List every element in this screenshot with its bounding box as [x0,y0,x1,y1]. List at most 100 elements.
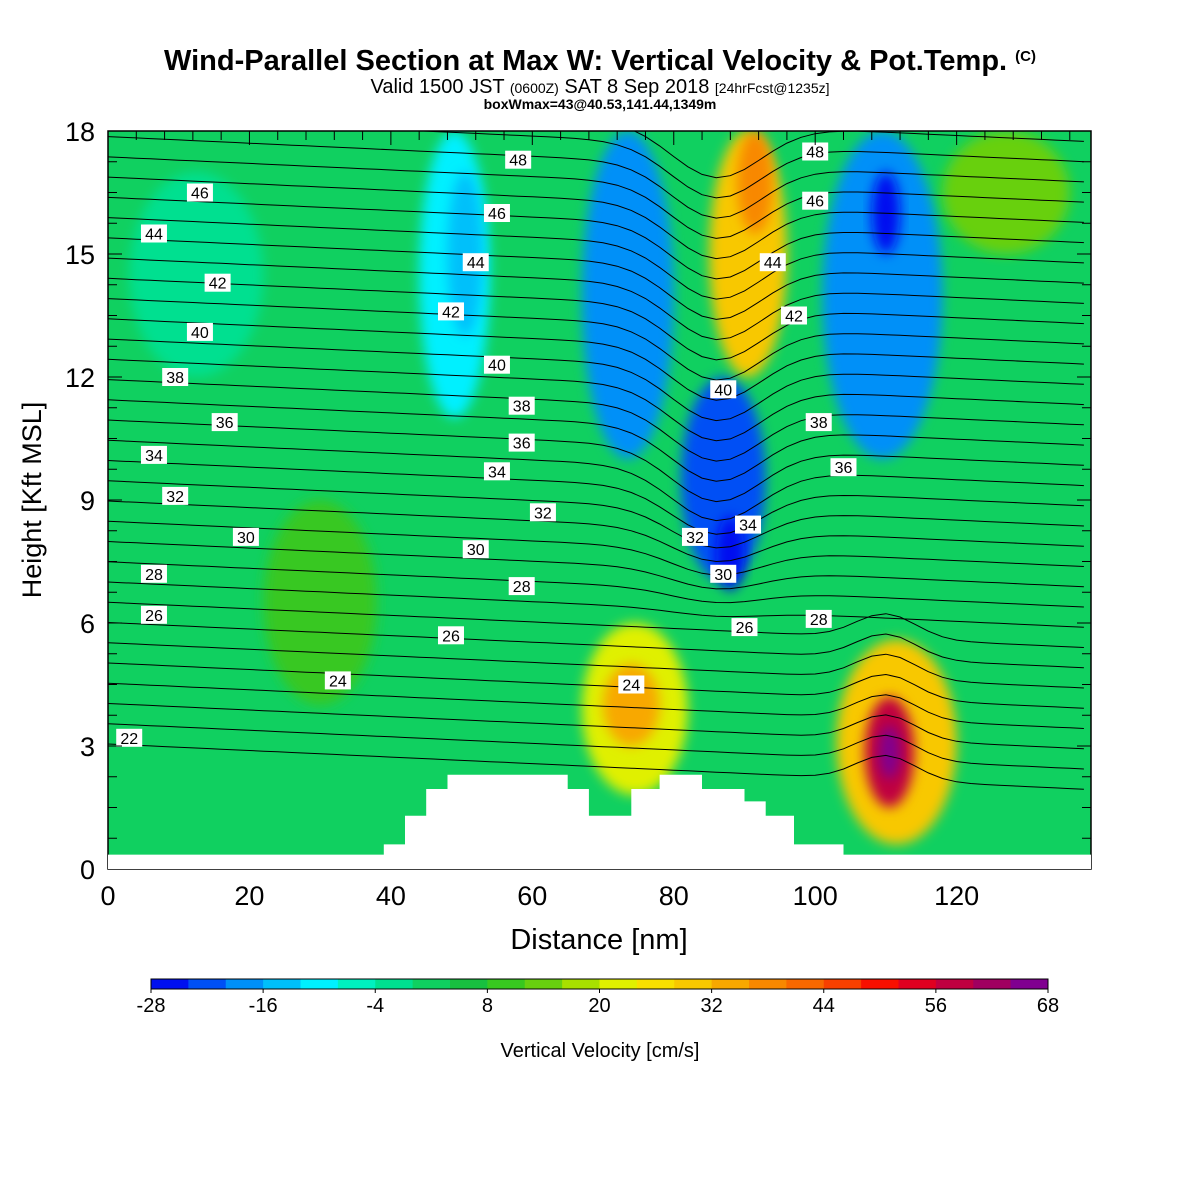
colorbar-swatch [935,979,974,989]
contour-label-box [186,322,213,341]
forecast-info: [24hrFcst@1235z] [714,80,830,96]
colorbar-swatch [450,979,488,989]
contour-label-box [162,368,189,386]
contour-label: 24 [622,678,640,695]
y-tick-label: 0 [80,855,95,885]
theta-contour [108,439,1084,522]
colorbar-tick-label: -4 [366,995,384,1017]
theta-contour [108,156,1084,239]
colorbar-swatch [749,979,787,989]
colorbar-tick-label: 56 [925,995,947,1017]
colorbar-swatch [300,979,339,989]
theta-contour [108,622,1084,669]
contour-label: 28 [145,567,163,584]
contour-label: 36 [835,460,853,477]
x-tick-label: 120 [934,881,979,911]
contour-label-box [186,183,213,202]
colorbar [150,978,1049,990]
contour-label-box [681,527,708,546]
theta-contour [108,581,1084,628]
theta-contour [108,480,1084,549]
contour-label: 44 [145,227,163,244]
y-tick-labels: 0 3 6 9 12 15 18 [65,117,95,885]
contour-label: 40 [714,382,732,399]
colorbar-swatch [337,979,376,989]
contour-label: 42 [785,309,803,326]
colorbar-swatch [375,979,414,989]
contour-label-box [805,609,832,628]
colorbar-tick-label: 8 [482,995,493,1017]
valid-time: Valid 1500 JST [370,76,505,98]
y-tick-label: 18 [65,117,95,147]
contour-label: 48 [806,145,824,162]
velocity-field [129,131,1070,845]
contour-label: 30 [714,567,732,584]
colorbar-swatch [861,979,899,989]
colorbar-tick-label: 44 [813,995,835,1017]
theta-contour [108,541,1084,590]
velocity-cell [737,131,773,234]
contour-label: 22 [120,731,138,748]
x-tick-label: 20 [234,881,264,911]
x-tick-label: 0 [100,881,115,911]
contour-label-box [483,204,510,222]
contour-label-box [140,224,167,243]
theta-contour [108,379,1084,462]
contour-label-box [805,413,832,432]
contour-label: 32 [166,489,184,506]
velocity-cell [603,664,660,746]
contour-label-box [437,626,464,645]
contour-label-box [505,150,532,169]
velocity-cell [878,725,901,779]
contour-label-box [802,191,829,210]
y-tick-label: 15 [65,240,95,270]
theta-contour [108,237,1084,320]
contour-label-box [211,413,238,432]
velocity-cell [581,131,674,459]
contour-label-box [508,396,535,415]
velocity-cell [822,131,943,459]
theta-contour [108,318,1084,401]
colorbar-swatch [636,979,675,989]
colorbar-swatch [786,979,825,989]
theta-contour [108,500,1084,563]
contour-label-box [462,253,489,272]
x-tick-label: 80 [659,881,689,911]
contour-label-box [508,433,535,452]
contour-label-box [780,306,807,325]
utc-time: (0600Z) [509,80,559,96]
y-tick-label: 3 [80,732,95,762]
contour-label: 38 [166,370,184,387]
theta-contour [108,662,1084,709]
colorbar-swatch [151,979,189,989]
contour-label-box [710,380,737,399]
colorbar-swatch [487,979,526,989]
contour-label-box [802,142,829,161]
contour-label: 44 [467,255,485,272]
contour-label-box [140,605,167,624]
colorbar-tick-label: 32 [701,995,723,1017]
theta-contour [108,419,1084,503]
contour-label-box [759,253,786,272]
contour-label: 38 [513,399,531,416]
chart-header: Wind-Parallel Section at Max W: Vertical… [0,40,1200,112]
ground-strip [108,854,1091,869]
theta-contour [633,131,1084,179]
contour-label: 26 [736,620,754,637]
contour-labels: 48 48 46 46 46 44 44 44 42 42 42 40 40 40 38 38 38 36 36 36… [116,142,857,748]
x-tick-labels: 0 20 40 60 80 100 120 [100,881,979,911]
colorbar-swatch [973,979,1012,989]
theta-contour [108,601,1084,648]
colorbar-tick-labels: -28 -16 -4 8 20 32 44 56 68 [137,989,1059,1017]
contour-label: 46 [806,194,824,211]
chart-subtitle: Valid 1500 JST (0600Z) SAT 8 Sep 2018 [2… [0,76,1200,98]
colorbar-swatch [1010,979,1049,989]
contour-label-box [140,445,167,464]
colorbar-swatch [674,979,713,989]
contour-label: 34 [739,518,757,535]
contour-label-box [710,564,737,583]
contour-label: 48 [509,153,527,170]
contour-label-box [483,462,510,481]
contour-label: 42 [442,304,460,321]
contour-label: 24 [329,673,347,690]
